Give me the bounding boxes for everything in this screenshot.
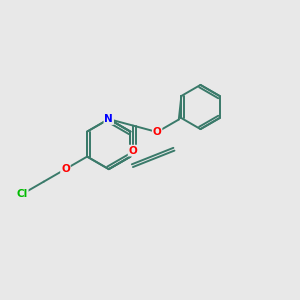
Text: O: O [153,127,161,137]
Text: N: N [104,114,113,124]
Text: O: O [129,146,137,156]
Text: Cl: Cl [16,189,28,199]
Text: O: O [61,164,70,174]
